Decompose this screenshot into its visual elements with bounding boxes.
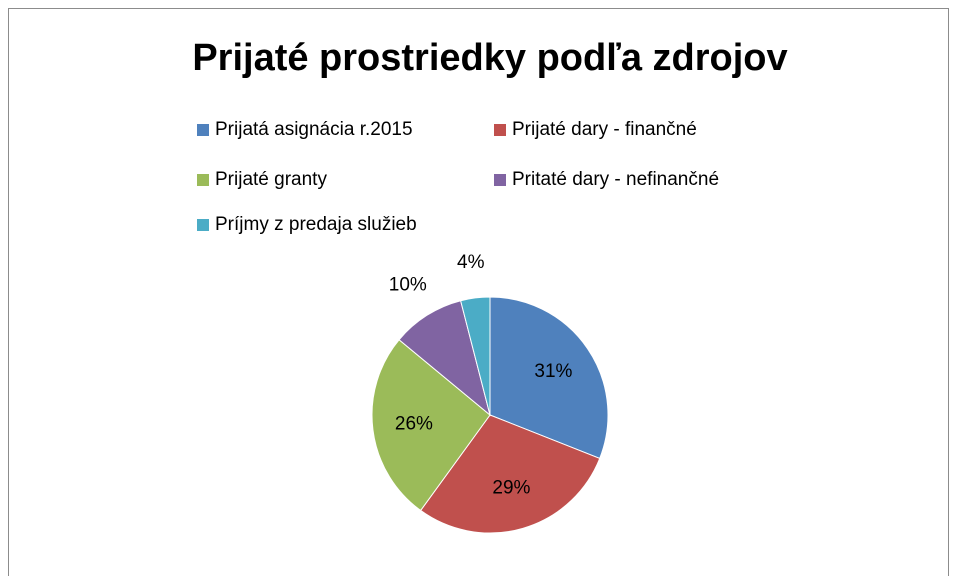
legend-swatch — [494, 124, 506, 136]
legend-label: Prijaté dary - finančné — [512, 119, 697, 140]
legend-label: Príjmy z predaja služieb — [215, 214, 417, 235]
data-label: 10% — [389, 274, 427, 295]
legend-label: Prijatá asignácia r.2015 — [215, 119, 413, 140]
data-label: 31% — [534, 361, 572, 382]
legend-label: Prijaté granty — [215, 169, 327, 190]
pie-slice — [371, 339, 491, 512]
data-label: 29% — [492, 478, 530, 499]
legend-swatch — [197, 124, 209, 136]
legend-label: Pritaté dary - nefinančné — [512, 169, 719, 190]
pie-slice — [419, 414, 601, 534]
pie-slice — [489, 296, 609, 460]
pie-slice — [460, 296, 491, 416]
legend-swatch — [197, 219, 209, 231]
data-label: 4% — [457, 252, 485, 273]
legend-swatch — [197, 174, 209, 186]
pie-slice — [398, 300, 491, 417]
chart-title: Prijaté prostriedky podľa zdrojov — [192, 37, 787, 79]
data-label: 26% — [395, 414, 433, 435]
legend-swatch — [494, 174, 506, 186]
